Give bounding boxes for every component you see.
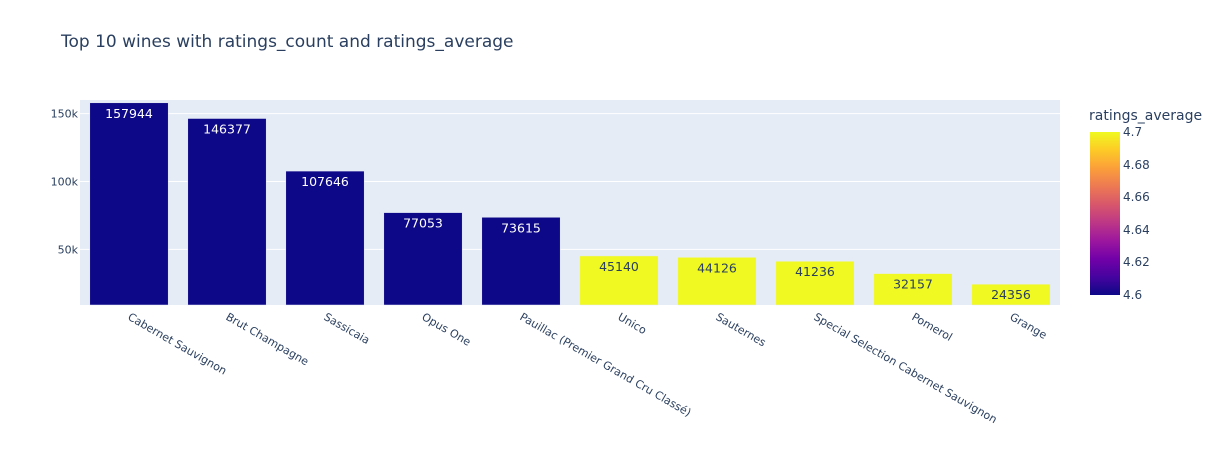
bar-value-label: 32157 bbox=[893, 277, 933, 292]
colorbar-tick-label: 4.64 bbox=[1123, 222, 1150, 237]
x-tick-label: Opus One bbox=[420, 310, 474, 348]
bar-value-label: 45140 bbox=[599, 259, 639, 274]
x-tick-label: Special Selection Cabernet Sauvignon bbox=[812, 310, 1000, 426]
bar[interactable] bbox=[187, 118, 267, 306]
colorbar-tick-label: 4.6 bbox=[1123, 288, 1143, 302]
bar-value-label: 146377 bbox=[203, 121, 251, 136]
x-tick-label: Unico bbox=[616, 310, 649, 337]
x-tick-label: Cabernet Sauvignon bbox=[126, 310, 229, 377]
y-axis-ticks: 50k 100k 150k bbox=[51, 108, 79, 257]
y-tick-label: 150k bbox=[51, 108, 79, 121]
bar[interactable] bbox=[89, 102, 169, 306]
x-tick-label: Grange bbox=[1008, 310, 1050, 342]
bar-value-label: 77053 bbox=[403, 216, 443, 231]
bar[interactable] bbox=[579, 255, 659, 306]
bars: 157944 146377 107646 77053 73615 45140 44126 41… bbox=[89, 102, 1051, 306]
colorbar bbox=[1090, 132, 1120, 295]
bar[interactable] bbox=[481, 217, 561, 306]
y-tick-label: 100k bbox=[51, 175, 79, 188]
x-tick-label: Pauillac (Premier Grand Cru Classé) bbox=[518, 310, 694, 419]
colorbar-title: ratings_average bbox=[1089, 108, 1203, 124]
bar-value-label: 157944 bbox=[105, 106, 153, 121]
bar-value-label: 24356 bbox=[991, 287, 1031, 302]
bar-value-label: 73615 bbox=[501, 220, 541, 235]
colorbar-tick-label: 4.7 bbox=[1123, 125, 1143, 139]
bar[interactable] bbox=[873, 273, 953, 306]
colorbar-tick-label: 4.66 bbox=[1123, 190, 1150, 205]
bar[interactable] bbox=[383, 212, 463, 306]
chart-title: Top 10 wines with ratings_count and rati… bbox=[61, 32, 514, 52]
bar-value-label: 107646 bbox=[301, 174, 349, 189]
bar[interactable] bbox=[677, 257, 757, 306]
x-tick-label: Pomerol bbox=[910, 310, 955, 344]
x-tick-label: Sassicaia bbox=[322, 310, 373, 347]
bar-value-label: 44126 bbox=[697, 260, 737, 275]
bar-value-label: 41236 bbox=[795, 264, 835, 279]
bar[interactable] bbox=[971, 283, 1051, 306]
colorbar-tick-label: 4.62 bbox=[1123, 255, 1150, 270]
x-tick-label: Sauternes bbox=[714, 310, 769, 349]
bar[interactable] bbox=[775, 260, 855, 306]
y-tick-label: 50k bbox=[58, 243, 79, 256]
colorbar-tick-label: 4.68 bbox=[1123, 157, 1150, 172]
x-tick-label: Brut Champagne bbox=[224, 310, 312, 368]
bar[interactable] bbox=[285, 170, 365, 306]
